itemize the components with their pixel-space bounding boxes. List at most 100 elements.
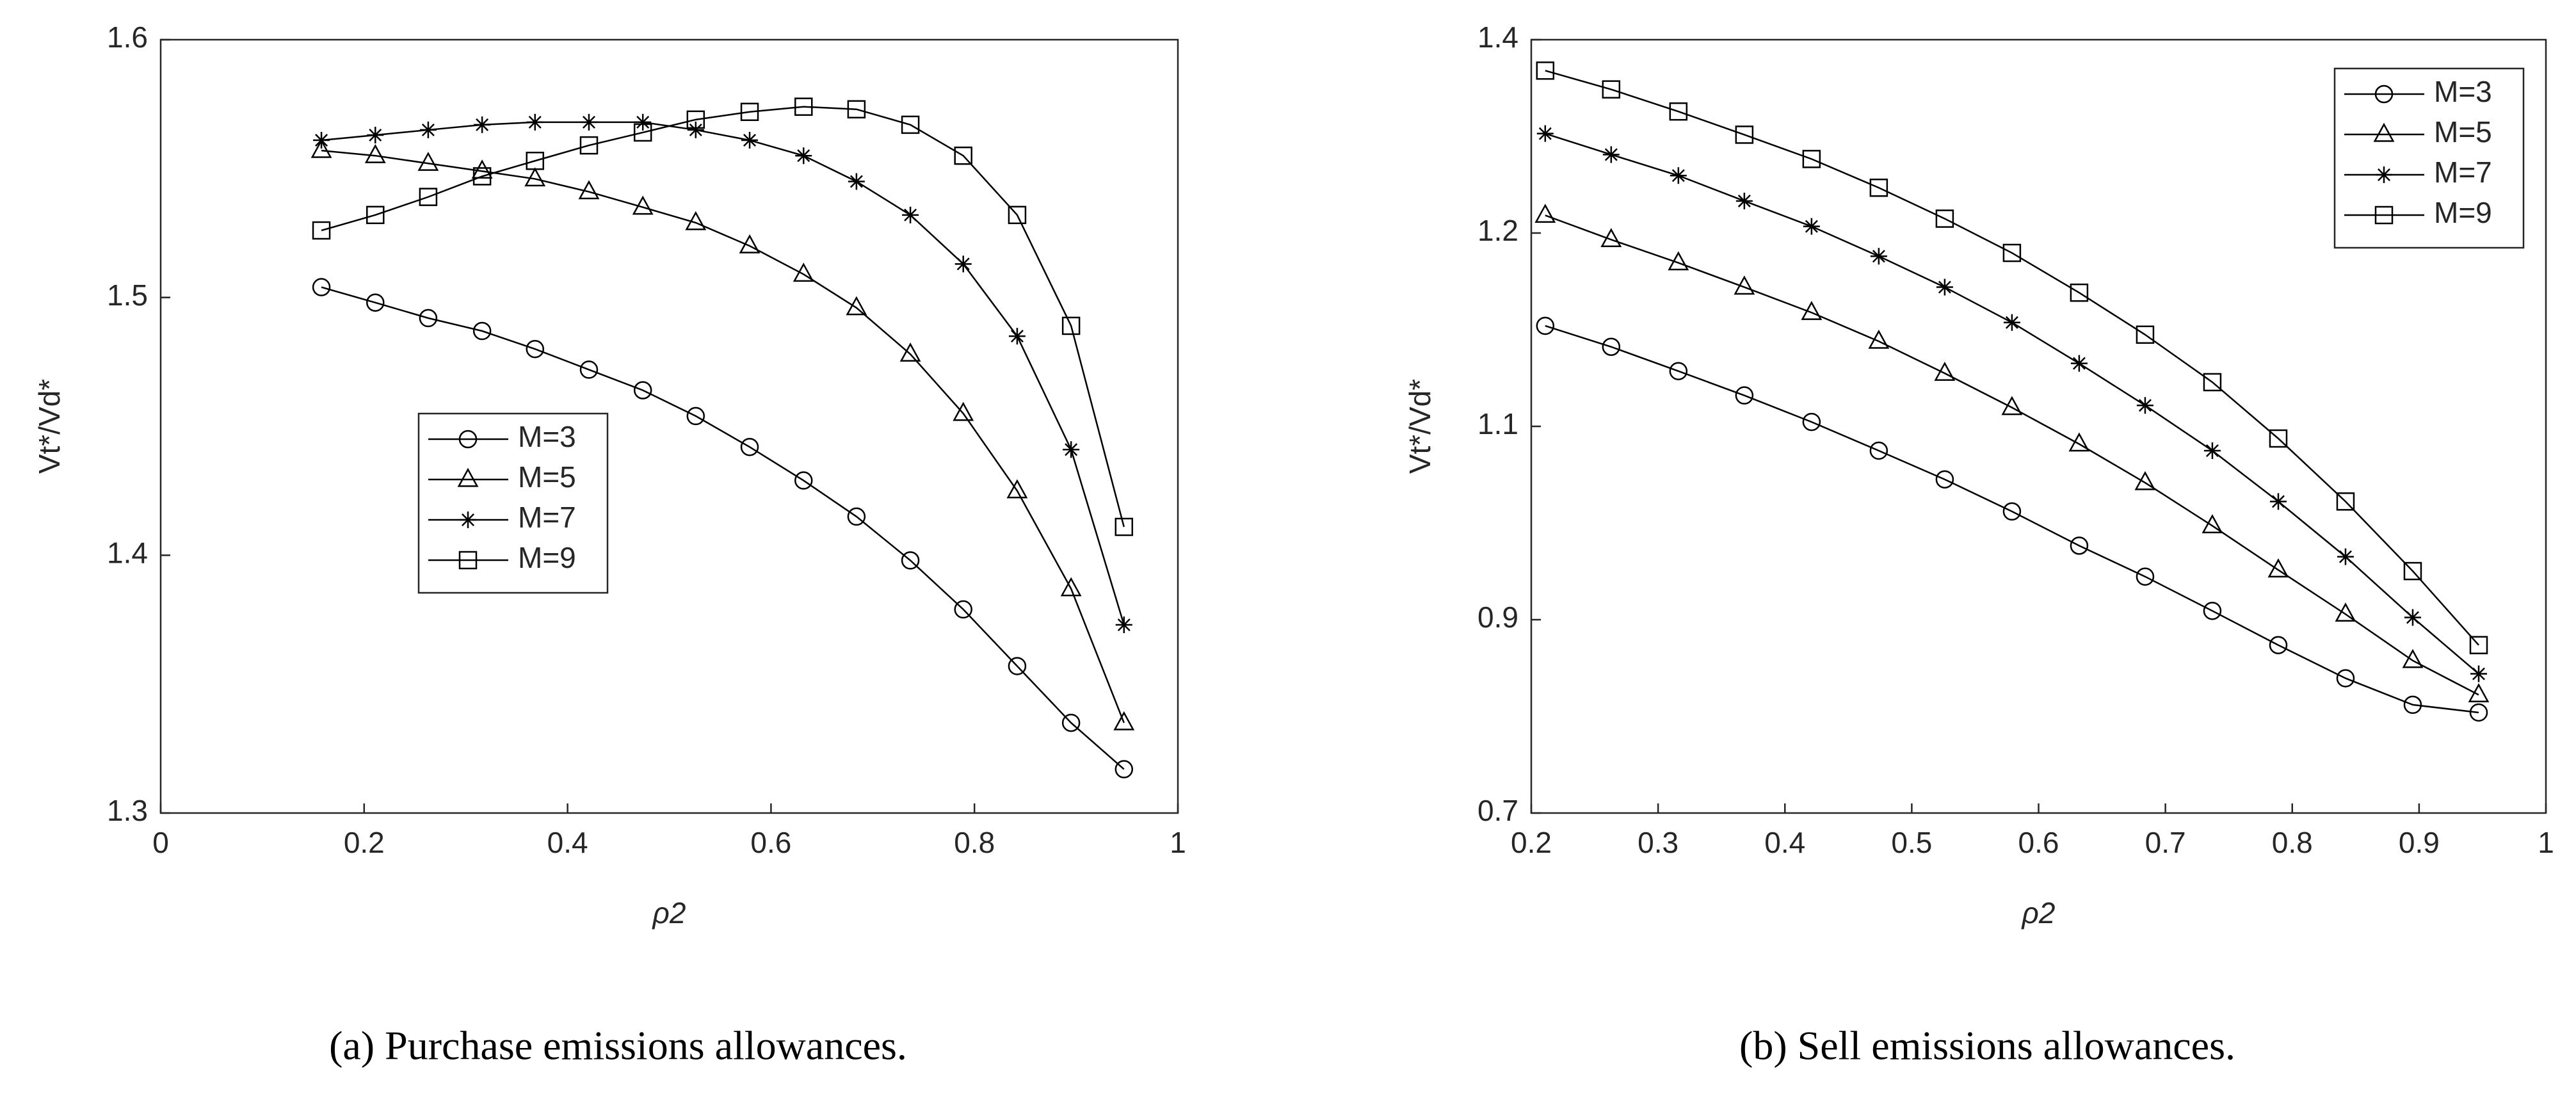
marker xyxy=(1008,206,1027,225)
x-tick-label: 1 xyxy=(1170,826,1186,859)
marker xyxy=(366,206,385,225)
x-tick-label: 0.3 xyxy=(1638,826,1678,859)
marker xyxy=(579,136,599,155)
legend-marker xyxy=(2374,85,2394,104)
marker xyxy=(1602,146,1620,163)
marker xyxy=(419,188,438,206)
marker xyxy=(1669,102,1688,121)
marker xyxy=(2336,492,2355,511)
line xyxy=(321,286,1125,770)
marker xyxy=(2469,636,2488,654)
marker xyxy=(2002,243,2022,262)
marker xyxy=(364,144,386,163)
y-axis-label: Vt*/Vd* xyxy=(33,379,66,474)
x-tick-label: 0.6 xyxy=(750,826,791,859)
marker xyxy=(686,407,705,426)
marker xyxy=(795,147,812,165)
legend-box xyxy=(2333,67,2525,249)
marker xyxy=(419,309,438,328)
line xyxy=(1545,325,2479,714)
x-tick-label: 0.8 xyxy=(2272,826,2313,859)
marker xyxy=(2136,325,2155,344)
marker xyxy=(471,159,493,179)
legend-marker xyxy=(2376,166,2392,183)
line xyxy=(1545,70,2479,646)
legend-marker xyxy=(460,512,476,528)
marker xyxy=(2202,514,2223,533)
marker xyxy=(1536,316,1555,335)
marker xyxy=(524,167,546,187)
marker xyxy=(2468,683,2490,702)
marker xyxy=(417,152,439,171)
legend-label: M=3 xyxy=(2434,75,2492,108)
marker xyxy=(313,132,330,149)
marker xyxy=(847,507,866,526)
marker xyxy=(1602,337,1621,356)
x-tick-label: 0 xyxy=(152,826,169,859)
marker xyxy=(2070,536,2089,555)
chart: 0.2 0.3 0.4 0.5 0.6 0.7 0.8 0.9 1 0.7 0.9 1.1 1.2 1.4… xyxy=(1403,20,2554,1068)
marker xyxy=(794,471,813,490)
marker xyxy=(2403,561,2422,581)
marker xyxy=(1869,178,1888,197)
marker xyxy=(1669,362,1688,380)
marker xyxy=(634,113,652,131)
marker xyxy=(2001,396,2023,415)
marker xyxy=(2068,432,2090,452)
y-tick-label: 1.2 xyxy=(1477,214,1518,247)
plot-area xyxy=(159,38,1179,814)
marker xyxy=(2337,548,2354,565)
legend-label: M=5 xyxy=(2434,115,2492,149)
legend-marker xyxy=(458,430,478,449)
marker xyxy=(2469,703,2488,722)
marker xyxy=(1936,278,1953,296)
y-tick-label: 1.4 xyxy=(1477,20,1518,54)
marker xyxy=(1600,228,1622,248)
marker xyxy=(1935,209,1954,228)
marker xyxy=(1735,192,1753,209)
marker xyxy=(741,132,759,149)
marker xyxy=(793,262,814,282)
caption: (b) Sell emissions allowances. xyxy=(1739,1023,2235,1068)
marker xyxy=(1115,760,1134,778)
legend-marker xyxy=(2374,206,2394,225)
marker xyxy=(2203,373,2222,392)
marker xyxy=(472,167,492,186)
y-tick-label: 0.9 xyxy=(1477,600,1518,634)
legend-marker xyxy=(2373,122,2395,142)
y-tick-label: 1.5 xyxy=(107,278,148,312)
marker xyxy=(312,278,331,296)
marker xyxy=(685,211,707,230)
line xyxy=(321,149,1125,723)
marker xyxy=(2134,471,2156,490)
chart: 0 0.2 0.4 0.6 0.8 1 1.3 1.4 1.5 1.6 ρ2 Vt*/Vd* (a) P… xyxy=(33,20,1186,1068)
legend-marker xyxy=(457,467,479,487)
marker xyxy=(1006,479,1028,499)
marker xyxy=(2335,602,2356,622)
marker xyxy=(1735,125,1754,144)
marker xyxy=(632,195,654,215)
marker xyxy=(2336,669,2355,688)
marker xyxy=(1008,328,1026,345)
marker xyxy=(633,123,652,142)
marker xyxy=(2203,601,2222,620)
marker xyxy=(954,600,972,619)
legend-label: M=5 xyxy=(518,460,576,494)
marker xyxy=(526,113,543,131)
legend-label: M=9 xyxy=(518,541,576,574)
marker xyxy=(902,206,919,223)
marker xyxy=(1063,441,1080,458)
marker xyxy=(1934,361,1956,381)
marker xyxy=(633,381,652,399)
x-tick-label: 1 xyxy=(2538,826,2554,859)
marker xyxy=(848,173,865,190)
marker xyxy=(367,126,384,143)
legend-label: M=7 xyxy=(518,501,576,534)
marker xyxy=(526,152,545,170)
marker xyxy=(1670,167,1687,184)
line xyxy=(1545,214,2479,696)
marker xyxy=(1061,713,1081,732)
x-tick-label: 0.9 xyxy=(2399,826,2440,859)
marker xyxy=(847,100,866,118)
